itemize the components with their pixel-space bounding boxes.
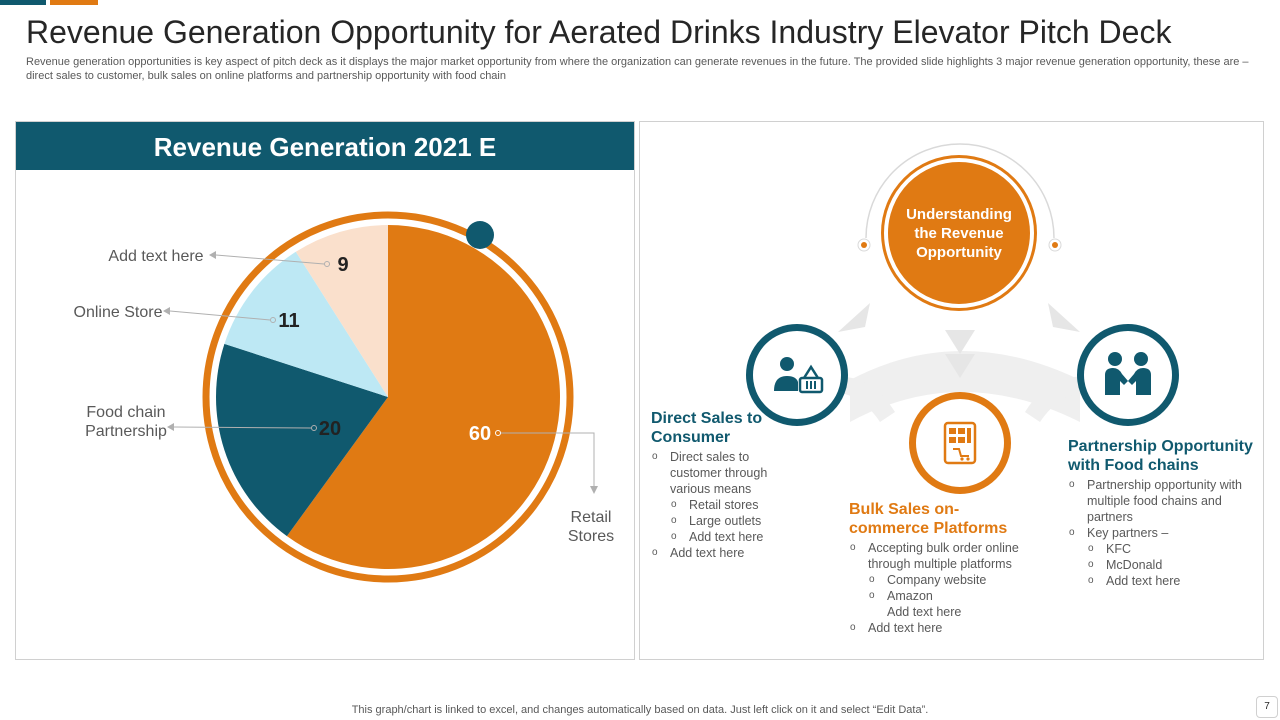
- list-item: Direct sales to customer through various…: [651, 449, 786, 497]
- list-item: Key partners –: [1068, 525, 1248, 541]
- arrow-right: [1048, 303, 1080, 332]
- list-item: Partnership opportunity with multiple fo…: [1068, 477, 1248, 525]
- pie-category-label-food-chain-partnership: Food chain Partnership: [85, 404, 167, 440]
- page-title: Revenue Generation Opportunity for Aerat…: [26, 14, 1266, 51]
- top-accent-orange: [50, 0, 98, 5]
- list-item: McDonald: [1068, 557, 1248, 573]
- pie-category-label-online-store: Online Store: [74, 304, 163, 321]
- arc-end-dot-right: [1049, 239, 1061, 251]
- list-item: Add text here: [1068, 573, 1248, 589]
- list-item: KFC: [1068, 541, 1248, 557]
- pie-value-label-retail-stores: 60: [469, 423, 491, 445]
- list-item: Accepting bulk order online through mult…: [849, 540, 1039, 572]
- list-item: Add text here: [651, 545, 786, 561]
- person-basket-icon: [767, 345, 827, 405]
- bulk-sales-list: Accepting bulk order online through mult…: [849, 540, 1039, 636]
- top-accent-teal: [0, 0, 46, 5]
- list-item: Add text here: [849, 620, 1039, 636]
- pie-value-label-add-text-here: 9: [337, 254, 348, 276]
- center-opportunity-circle: Understanding the Revenue Opportunity: [884, 158, 1034, 308]
- list-item: Company website: [849, 572, 1039, 588]
- arrow-down-1: [945, 330, 975, 354]
- pie-ring-dot: [466, 221, 494, 249]
- pie-value-label-online-store: 11: [278, 310, 299, 332]
- handshake-icon: [1098, 345, 1158, 405]
- opportunity-panel: Understanding the Revenue Opportunity: [639, 121, 1264, 660]
- chart-panel: Revenue Generation 2021 E 60 20 11 9 Retail…: [15, 121, 635, 660]
- partnership-icon-circle: [1077, 324, 1179, 426]
- pie-chart[interactable]: 60 20 11 9 Retail Stores Food chain Partnershi…: [16, 122, 634, 659]
- list-item: Add text here: [849, 604, 1039, 620]
- bulk-sales-icon-circle: [909, 392, 1011, 494]
- direct-sales-title: Direct Sales to Consumer: [651, 409, 791, 447]
- partnership-title: Partnership Opportunity with Food chains: [1068, 437, 1258, 475]
- list-item: Amazon: [849, 588, 1039, 604]
- page-subtitle: Revenue generation opportunities is key …: [26, 55, 1251, 83]
- bulk-sales-title: Bulk Sales on-commerce Platforms: [849, 500, 1029, 538]
- direct-sales-list: Direct sales to customer through various…: [651, 449, 786, 561]
- footer-note: This graph/chart is linked to excel, and…: [0, 704, 1280, 716]
- list-item: Large outlets: [651, 513, 786, 529]
- page-number: 7: [1256, 696, 1278, 718]
- pie-value-label-food-chain-partnership: 20: [319, 418, 341, 440]
- list-item: Add text here: [651, 529, 786, 545]
- ecommerce-device-icon: [936, 419, 984, 467]
- pie-category-label-retail-stores: Retail Stores: [568, 509, 614, 545]
- arrow-left: [838, 303, 870, 332]
- pie-category-label-add-text-here: Add text here: [108, 248, 203, 265]
- partnership-list: Partnership opportunity with multiple fo…: [1068, 477, 1248, 589]
- arc-end-dot-left: [858, 239, 870, 251]
- list-item: Retail stores: [651, 497, 786, 513]
